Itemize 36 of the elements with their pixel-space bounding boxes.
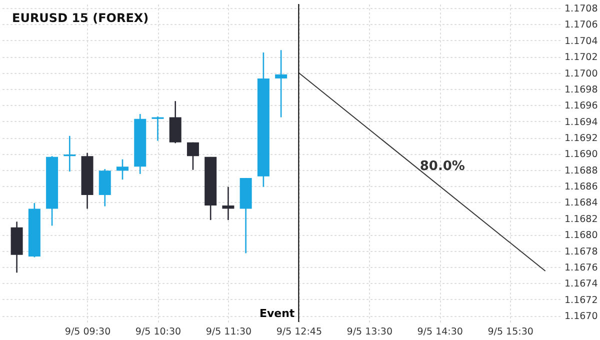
y-tick-label: 1.1680: [564, 230, 598, 242]
y-tick-label: 1.1676: [564, 262, 598, 274]
x-tick-label: 9/5 13:30: [346, 326, 392, 338]
x-tick-label: 9/5 10:30: [135, 326, 182, 338]
y-tick-label: 1.1672: [564, 294, 598, 306]
y-tick-label: 1.1684: [564, 198, 598, 209]
y-tick-label: 1.1702: [564, 52, 598, 64]
x-tick-label: 9/5 14:30: [417, 326, 463, 338]
y-tick-label: 1.1708: [564, 4, 598, 15]
candlestick: [222, 186, 234, 221]
y-tick-label: 1.1696: [564, 100, 598, 112]
y-tick-label: 1.1700: [564, 68, 598, 80]
x-tick-label: 9/5 12:45: [276, 326, 322, 338]
y-tick-label: 1.1698: [564, 84, 598, 96]
candlestick: [275, 49, 288, 118]
y-tick-label: 1.1690: [564, 149, 598, 160]
candlestick: [152, 116, 164, 142]
y-tick-label: 1.1706: [564, 20, 598, 31]
candlestick: [64, 135, 76, 172]
y-tick-label: 1.1670: [564, 311, 598, 322]
y-tick-label: 1.1674: [564, 278, 598, 290]
x-tick-label: 9/5 11:30: [206, 326, 252, 338]
y-tick-label: 1.1688: [564, 165, 598, 176]
y-tick-label: 1.1678: [564, 246, 598, 258]
y-tick-label: 1.1686: [564, 182, 598, 193]
candlestick: [116, 158, 129, 180]
candlestick: [186, 142, 199, 171]
x-tick-label: 9/5 09:30: [64, 326, 111, 338]
y-tick-label: 1.1704: [564, 36, 598, 47]
y-tick-label: 1.1682: [564, 214, 598, 225]
x-tick-label: 9/5 15:30: [488, 326, 534, 338]
y-tick-label: 1.1694: [564, 116, 598, 128]
y-tick-label: 1.1692: [564, 133, 598, 144]
ref-line-label: Event: [259, 307, 295, 320]
annotation: 80.0%: [420, 159, 465, 174]
text: EURUSD 15 (FOREX): [12, 11, 149, 26]
